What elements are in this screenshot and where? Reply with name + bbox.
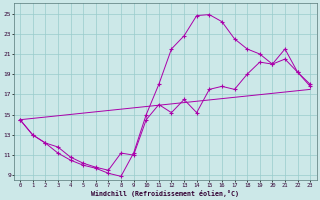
X-axis label: Windchill (Refroidissement éolien,°C): Windchill (Refroidissement éolien,°C) [91,190,239,197]
